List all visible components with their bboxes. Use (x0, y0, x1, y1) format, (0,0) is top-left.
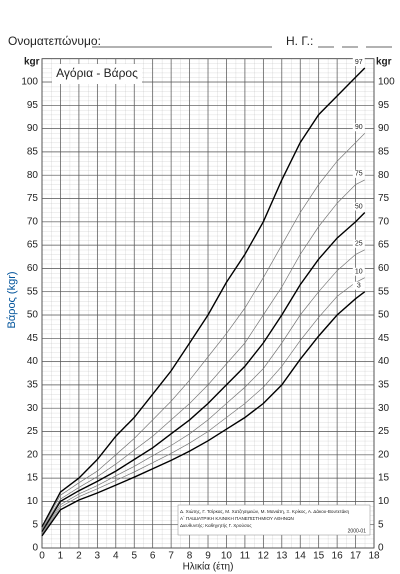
y-unit: kgr (24, 57, 40, 68)
dob-label: Η. Γ.: (286, 34, 313, 48)
x-tick-label: 11 (240, 551, 251, 562)
percentile-curve (41, 291, 366, 537)
percentile-curve (41, 212, 366, 533)
x-tick-label: 17 (350, 551, 362, 562)
x-tick-label: 14 (295, 551, 307, 562)
x-tick-label: 0 (39, 551, 45, 562)
legend-label: 75 (355, 171, 363, 178)
legend-label: 50 (355, 203, 363, 210)
y-tick-label: 100 (378, 77, 395, 88)
credit-line: Α΄ ΠΑΙΔΙΑΤΡΙΚΗ ΚΛΙΝΙΚΗ ΠΑΝΕΠΙΣΤΗΜΙΟΥ ΑΘΗ… (180, 516, 294, 521)
y-tick-label: 75 (27, 193, 39, 204)
credit-line: Δ. Χιώτης, Γ. Τσίρκας, Μ. Χατζησιμεών, Μ… (180, 508, 350, 515)
legend-label: 97 (355, 59, 363, 66)
x-tick-label: 12 (258, 551, 270, 562)
percentile-curve (41, 179, 365, 530)
y-tick-label: 25 (378, 426, 390, 437)
y-tick-label: 15 (27, 473, 39, 484)
percentile-curve (41, 277, 365, 535)
y-tick-label: 80 (378, 170, 390, 181)
legend-label: 25 (355, 241, 363, 248)
y-tick-label: 30 (27, 403, 39, 414)
x-tick-label: 9 (205, 551, 211, 562)
y-tick-label: 0 (32, 543, 38, 554)
x-tick-label: 7 (168, 551, 174, 562)
y-tick-label: 40 (27, 356, 39, 367)
credit-line: Διευθυντής: Καθηγητής Γ. Χρούσος (180, 522, 252, 528)
y-tick-label: 35 (27, 380, 39, 391)
percentile-curve (41, 133, 366, 529)
y-unit: kgr (376, 57, 392, 68)
x-tick-label: 3 (95, 551, 101, 562)
percentile-curve (41, 67, 366, 528)
x-tick-label: 10 (221, 551, 233, 562)
y-tick-label: 65 (378, 240, 390, 251)
x-tick-label: 2 (76, 551, 82, 562)
legend-bg (352, 169, 365, 178)
y-tick-label: 55 (27, 286, 39, 297)
y-tick-label: 25 (27, 426, 39, 437)
y-tick-label: 85 (27, 147, 39, 158)
y-tick-label: 10 (27, 496, 39, 507)
credits-box (177, 504, 371, 536)
legend-bg (352, 123, 365, 132)
y-tick-label: 85 (378, 147, 390, 158)
title-box (52, 64, 142, 84)
y-tick-label: 35 (378, 380, 390, 391)
y-tick-label: 80 (27, 170, 39, 181)
y-tick-label: 30 (378, 403, 390, 414)
y-tick-label: 55 (378, 286, 390, 297)
x-tick-label: 18 (368, 551, 380, 562)
legend-bg (352, 239, 365, 248)
y-axis-label: Βάρος (kgr) (6, 271, 18, 328)
legend-label: 3 (357, 283, 361, 290)
y-tick-label: 70 (27, 216, 39, 227)
y-tick-label: 75 (378, 193, 390, 204)
x-tick-label: 5 (131, 551, 137, 562)
y-tick-label: 0 (378, 543, 384, 554)
legend-bg (352, 281, 365, 290)
y-tick-label: 60 (378, 263, 390, 274)
y-tick-label: 95 (378, 100, 390, 111)
y-tick-label: 70 (378, 216, 390, 227)
x-tick-label: 4 (113, 551, 119, 562)
legend-bg (352, 202, 365, 211)
x-tick-label: 13 (276, 551, 288, 562)
y-tick-label: 100 (21, 77, 38, 88)
legend-bg (352, 58, 365, 67)
chart-title: Αγόρια - Βάρος (56, 66, 138, 80)
y-tick-label: 90 (378, 123, 390, 134)
credit-year: 2000-01 (348, 528, 367, 534)
y-tick-label: 50 (378, 310, 390, 321)
x-tick-label: 15 (313, 551, 325, 562)
name-label: Ονοματεπώνυμο: (8, 34, 101, 48)
y-tick-label: 45 (378, 333, 390, 344)
y-tick-label: 5 (32, 519, 38, 530)
y-tick-label: 95 (27, 100, 39, 111)
x-tick-label: 1 (58, 551, 64, 562)
y-tick-label: 15 (378, 473, 390, 484)
legend-label: 90 (355, 124, 363, 131)
y-tick-label: 65 (27, 240, 39, 251)
y-tick-label: 10 (378, 496, 390, 507)
x-tick-label: 16 (332, 551, 344, 562)
percentile-curve (41, 249, 365, 534)
x-tick-label: 8 (187, 551, 193, 562)
y-tick-label: 90 (27, 123, 39, 134)
x-tick-label: 6 (150, 551, 156, 562)
y-tick-label: 50 (27, 310, 39, 321)
y-tick-label: 60 (27, 263, 39, 274)
x-axis-label: Ηλικία (έτη) (183, 561, 234, 573)
y-tick-label: 45 (27, 333, 39, 344)
y-tick-label: 40 (378, 356, 390, 367)
y-tick-label: 20 (378, 449, 390, 460)
y-tick-label: 20 (27, 449, 39, 460)
legend-label: 10 (355, 269, 363, 276)
legend-bg (352, 267, 365, 276)
y-tick-label: 5 (378, 519, 384, 530)
